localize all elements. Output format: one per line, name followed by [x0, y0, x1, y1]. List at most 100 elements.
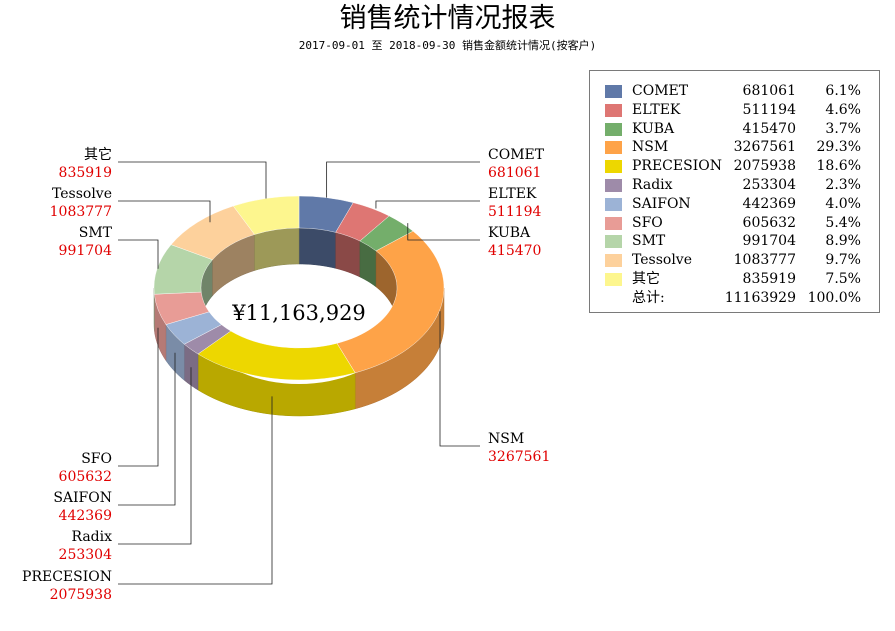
legend-item-eltek: ELTEK 511194 4.6%: [590, 101, 881, 120]
legend-value: 511194: [742, 101, 796, 118]
label-sfo-line: [118, 327, 159, 467]
label-tessolve-name: Tessolve: [52, 186, 112, 202]
legend-item-precesion: PRECESION 2075938 18.6%: [590, 157, 881, 176]
legend-item-kuba: KUBA 415470 3.7%: [590, 120, 881, 139]
legend-item-nsm: NSM 3267561 29.3%: [590, 138, 881, 157]
label-其它-line: [118, 161, 267, 199]
legend-percent: 9.7%: [825, 252, 861, 269]
legend-swatch: [605, 160, 622, 174]
center-total-label: ¥11,163,929: [231, 301, 366, 325]
slice-其它: [232, 195, 300, 235]
legend-swatch: [605, 103, 622, 117]
label-sfo-name: SFO: [81, 451, 112, 467]
legend-name: PRECESION: [632, 158, 722, 175]
label-其它-name: 其它: [84, 146, 112, 163]
chart-subtitle: 2017-09-01 至 2018-09-30 销售金额统计情况(按客户): [298, 39, 597, 52]
legend-percent: 2.3%: [825, 177, 861, 193]
legend-swatch: [605, 122, 622, 136]
label-smt-name: SMT: [79, 225, 113, 241]
label-tessolve-value: 1083777: [50, 204, 112, 220]
legend-item-其它: 其它 835919 7.5%: [590, 270, 881, 289]
legend-value: 991704: [742, 233, 796, 250]
label-comet-line: [326, 161, 480, 198]
legend-swatch: [605, 273, 622, 286]
label-precesion-value: 2075938: [50, 587, 112, 603]
slice-其它-inner-wall: [254, 227, 300, 271]
legend-value: 1083777: [733, 252, 796, 269]
legend-percent: 18.6%: [816, 158, 861, 175]
legend-value: 2075938: [733, 158, 796, 175]
label-nsm-line: [439, 311, 480, 447]
legend-percent: 4.6%: [825, 101, 861, 118]
legend-item-saifon: SAIFON 442369 4.0%: [590, 195, 881, 214]
legend-value: 253304: [742, 177, 796, 193]
label-saifon-name: SAIFON: [53, 490, 112, 506]
label-radix-line: [118, 367, 192, 545]
legend-value: 415470: [742, 120, 796, 137]
legend-name: COMET: [632, 83, 689, 99]
legend-name: KUBA: [632, 120, 675, 137]
legend-value: 442369: [742, 195, 796, 212]
slice-nsm: [336, 230, 445, 374]
legend-value: 605632: [742, 214, 796, 231]
legend-swatch: [605, 179, 622, 192]
legend-name: SFO: [632, 214, 663, 231]
label-kuba-line: [407, 223, 480, 241]
legend-name: 其它: [632, 271, 660, 287]
legend-name: Radix: [632, 177, 673, 193]
label-smt-line: [118, 239, 159, 269]
label-eltek-line: [375, 200, 480, 209]
legend-swatch: [605, 141, 622, 155]
label-smt-value: 991704: [59, 243, 113, 259]
legend-name: 总计:: [632, 289, 665, 306]
legend-value: 3267561: [733, 139, 796, 156]
legend-name: SMT: [632, 233, 666, 250]
legend-swatch: [605, 216, 622, 230]
legend-value: 681061: [742, 83, 796, 99]
label-saifon-line: [118, 352, 176, 506]
label-nsm-value: 3267561: [488, 449, 550, 465]
label-nsm-name: NSM: [488, 431, 524, 447]
label-saifon-value: 442369: [59, 508, 112, 524]
label-precesion-name: PRECESION: [22, 569, 112, 585]
label-precesion-line: [118, 396, 273, 585]
legend-name: Tessolve: [632, 252, 693, 269]
legend-item-sfo: SFO 605632 5.4%: [590, 214, 881, 233]
donut-top: [153, 195, 445, 381]
legend-item-tessolve: Tessolve 1083777 9.7%: [590, 251, 881, 270]
legend-name: SAIFON: [632, 195, 691, 212]
legend-value: 835919: [742, 271, 796, 287]
slice-labels: COMET 681061 ELTEK 511194 KUBA 415470 NSM 32675…: [22, 146, 550, 603]
slice-comet-inner-wall: [298, 227, 336, 269]
legend-percent: 7.5%: [825, 271, 861, 287]
legend-name: NSM: [632, 139, 669, 156]
legend-percent: 4.0%: [825, 195, 861, 212]
legend-total-row: 总计: 11163929 100.0%: [590, 289, 881, 308]
label-kuba-name: KUBA: [488, 225, 531, 241]
label-eltek-value: 511194: [488, 204, 542, 220]
label-radix-value: 253304: [59, 547, 113, 563]
legend-swatch: [605, 197, 622, 211]
legend: COMET 681061 6.1% ELTEK 511194 4.6% KUBA 415470…: [589, 70, 880, 313]
legend-value: 11163929: [724, 289, 796, 306]
label-comet-value: 681061: [488, 165, 541, 181]
legend-swatch: [605, 85, 622, 98]
legend-percent: 29.3%: [816, 139, 861, 156]
label-sfo-value: 605632: [59, 469, 112, 485]
legend-name: ELTEK: [632, 101, 681, 118]
label-tessolve-line: [118, 200, 211, 223]
label-kuba-value: 415470: [488, 243, 541, 259]
legend-percent: 6.1%: [825, 83, 861, 99]
legend-item-smt: SMT 991704 8.9%: [590, 232, 881, 251]
label-comet-name: COMET: [488, 147, 545, 163]
legend-swatch: [605, 235, 622, 249]
legend-percent: 5.4%: [825, 214, 861, 231]
label-eltek-name: ELTEK: [488, 186, 537, 202]
chart-title: 销售统计情况报表: [339, 3, 556, 34]
label-其它-value: 835919: [59, 165, 112, 181]
label-radix-name: Radix: [71, 529, 112, 545]
legend-item-radix: Radix 253304 2.3%: [590, 176, 881, 195]
legend-percent: 3.7%: [825, 120, 861, 137]
legend-percent: 8.9%: [825, 233, 861, 250]
